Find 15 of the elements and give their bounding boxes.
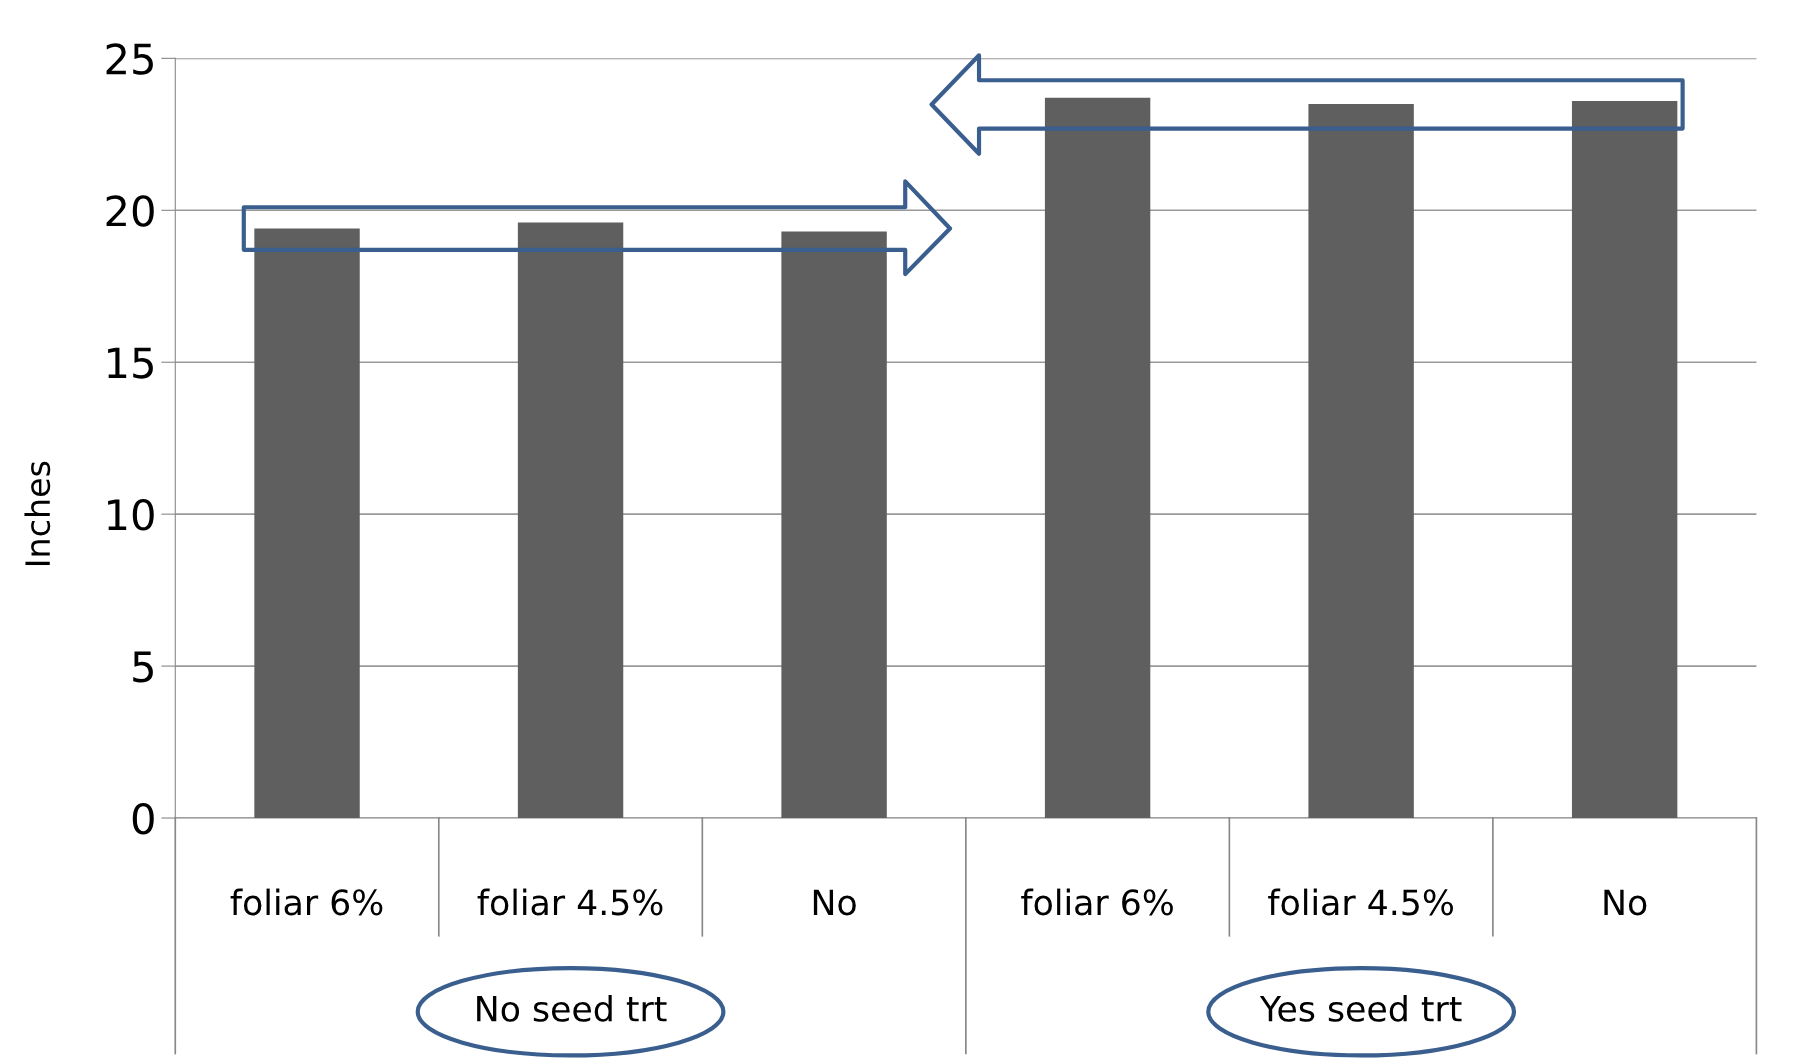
y-tick-label: 0	[132, 802, 154, 835]
y-axis-title: Inches	[24, 461, 51, 566]
x-tick-label: foliar 6%	[1021, 888, 1173, 916]
x-tick-label: foliar 4.5%	[477, 888, 663, 916]
x-tick-label: No	[1604, 889, 1647, 916]
y-tick-label: 15	[108, 347, 153, 379]
x-tick-label: foliar 6%	[230, 888, 383, 916]
x-tick-label: foliar 4.5%	[1268, 888, 1453, 916]
text: No seed trt	[477, 994, 667, 1022]
y-tick-label: 5	[133, 651, 153, 683]
x-tick-label: No	[813, 889, 856, 916]
y-tick-label: 10	[108, 499, 154, 531]
y-tick-label: 25	[106, 43, 153, 75]
y-tick-label: 20	[106, 195, 154, 227]
text: Yes seed trt	[1259, 994, 1462, 1022]
